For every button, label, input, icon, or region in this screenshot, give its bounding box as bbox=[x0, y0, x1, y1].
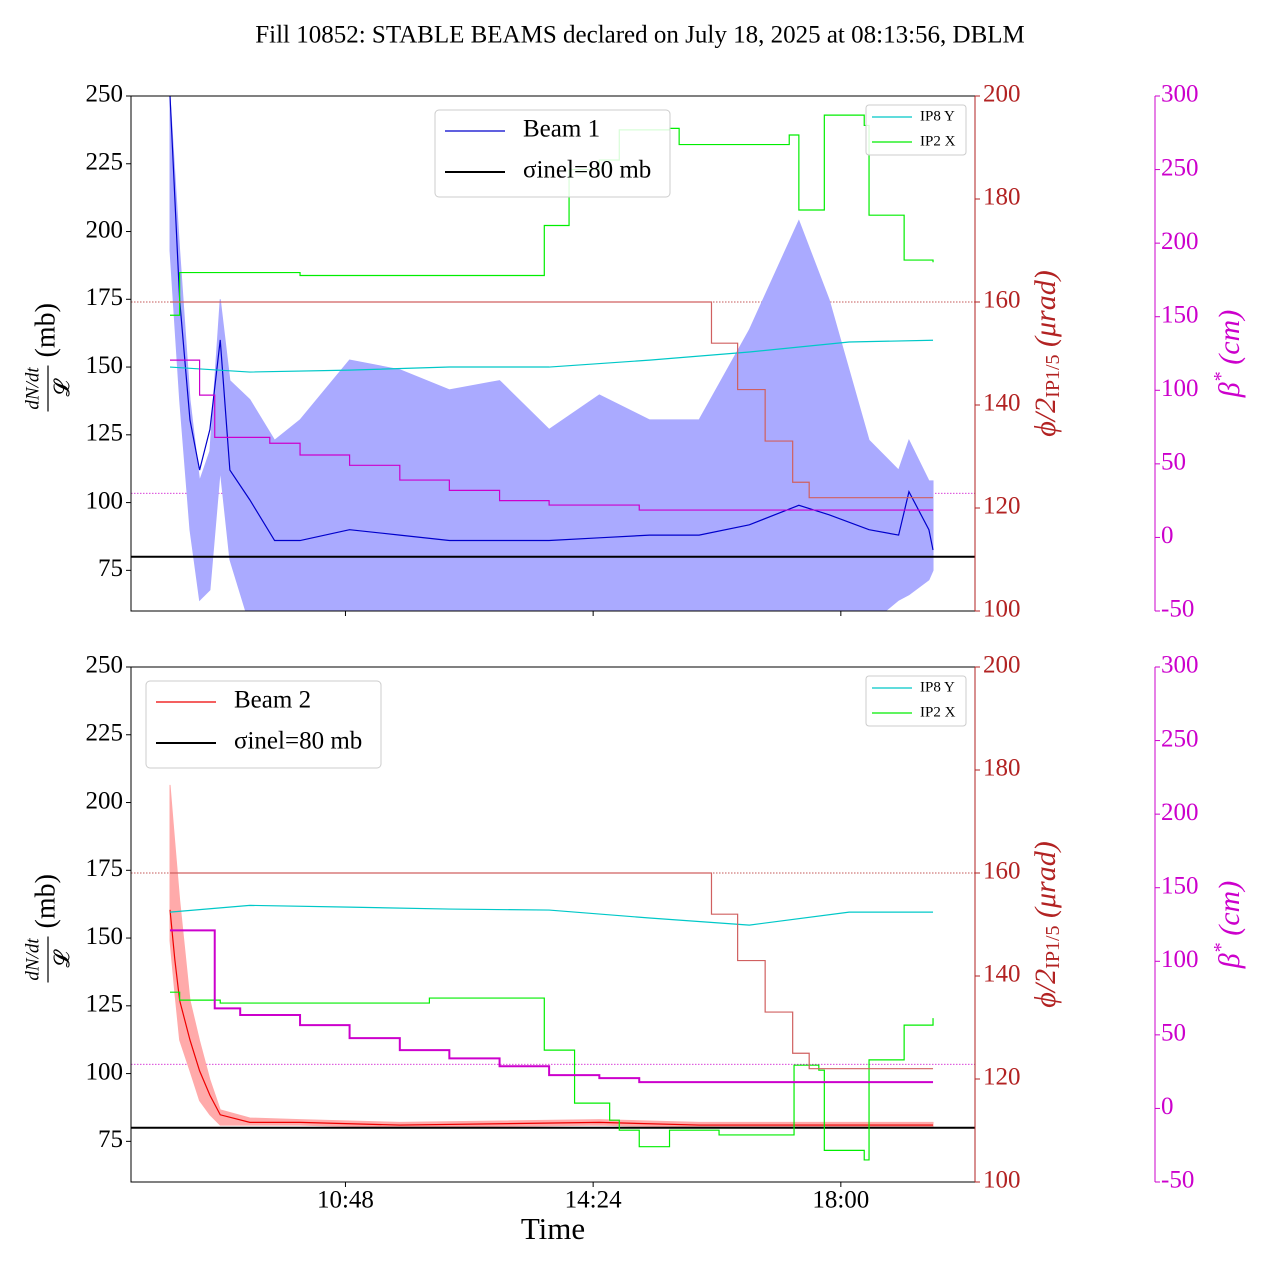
y3-tick-label: 0 bbox=[1161, 1093, 1174, 1120]
y2-tick-label: 120 bbox=[983, 1064, 1021, 1091]
y-label-denominator: 𝓛 bbox=[49, 949, 74, 968]
y2-axis-label: ϕ/2IP1/5 (μrad) bbox=[1029, 270, 1064, 436]
y2-tick-label: 140 bbox=[983, 390, 1021, 417]
y2-tick-label: 140 bbox=[983, 961, 1021, 988]
y-label-denominator: 𝓛 bbox=[49, 378, 74, 397]
y3-tick-label: 0 bbox=[1161, 522, 1174, 549]
y2-label-unit: (μrad) bbox=[1029, 270, 1062, 354]
y2-tick-label: 200 bbox=[983, 81, 1021, 108]
y-tick-label: 150 bbox=[86, 923, 124, 950]
y3-tick-label: 150 bbox=[1161, 872, 1199, 899]
y-tick-label: 200 bbox=[86, 216, 124, 243]
x-tick-label: 14:24 bbox=[565, 1187, 622, 1214]
y3-tick-label: 300 bbox=[1161, 81, 1199, 108]
legend2-label: IP8 Y bbox=[920, 108, 955, 124]
y3-tick-label: 200 bbox=[1161, 799, 1199, 826]
y-tick-label: 225 bbox=[86, 148, 124, 175]
legend-label: σinel=80 mb bbox=[234, 728, 362, 755]
y-tick-label: 100 bbox=[86, 1058, 124, 1085]
y-tick-label: 75 bbox=[98, 1126, 123, 1153]
y3-label-main: β bbox=[1213, 953, 1246, 969]
y3-tick-label: 250 bbox=[1161, 725, 1199, 752]
y-tick-label: 200 bbox=[86, 787, 124, 814]
y2-label-main: ϕ/2 bbox=[1029, 398, 1062, 437]
legend2-label: IP8 Y bbox=[920, 679, 955, 695]
y3-tick-label: 100 bbox=[1161, 375, 1199, 402]
y-tick-label: 175 bbox=[86, 284, 124, 311]
y2-tick-label: 180 bbox=[983, 755, 1021, 782]
y3-tick-label: 100 bbox=[1161, 946, 1199, 973]
band bbox=[169, 784, 934, 1129]
series-line bbox=[169, 339, 934, 373]
y2-label-sub: IP1/5 bbox=[1042, 355, 1064, 398]
y-tick-label: 125 bbox=[86, 991, 124, 1018]
series-line bbox=[170, 359, 934, 511]
y2-tick-label: 100 bbox=[983, 596, 1021, 623]
y3-tick-label: 200 bbox=[1161, 228, 1199, 255]
y2-tick-label: 100 bbox=[983, 1167, 1021, 1194]
series-line bbox=[169, 904, 934, 926]
y2-tick-label: 180 bbox=[983, 184, 1021, 211]
y-tick-label: 250 bbox=[86, 652, 124, 679]
legend-label: Beam 1 bbox=[523, 116, 600, 143]
panel: 75 100 125 150 175 200 225 250 100 120 140 160 180 20… bbox=[22, 652, 1246, 1246]
y3-label-sup: * bbox=[1210, 943, 1232, 953]
y2-label-unit: (μrad) bbox=[1029, 841, 1062, 925]
y-label-numerator: dN/dt bbox=[22, 367, 43, 410]
y3-axis-label: β* (cm) bbox=[1210, 881, 1246, 969]
panel: 75 100 125 150 175 200 225 250 100 120 140 160 180 20… bbox=[22, 81, 1246, 623]
y-tick-label: 75 bbox=[98, 555, 123, 582]
legend-label: Beam 2 bbox=[234, 687, 311, 714]
y3-axis-label: β* (cm) bbox=[1210, 310, 1246, 398]
legend2-label: IP2 X bbox=[920, 704, 956, 720]
y3-label-unit: (cm) bbox=[1213, 310, 1246, 372]
y3-label-sup: * bbox=[1210, 372, 1232, 382]
y-tick-label: 100 bbox=[86, 487, 124, 514]
y3-tick-label: -50 bbox=[1161, 1167, 1194, 1194]
y2-tick-label: 160 bbox=[983, 287, 1021, 314]
y3-label-unit: (cm) bbox=[1213, 881, 1246, 943]
y-label-unit: (mb) bbox=[30, 303, 61, 357]
plot-area bbox=[131, 784, 975, 1161]
y-tick-label: 175 bbox=[86, 855, 124, 882]
y-tick-label: 125 bbox=[86, 420, 124, 447]
x-tick-label: 18:00 bbox=[812, 1187, 869, 1214]
y2-tick-label: 120 bbox=[983, 493, 1021, 520]
band bbox=[169, 96, 934, 611]
x-tick-label: 10:48 bbox=[317, 1187, 374, 1214]
legend-box bbox=[434, 109, 671, 198]
series-line bbox=[169, 96, 934, 551]
series-line bbox=[169, 909, 934, 1126]
series-line bbox=[170, 929, 934, 1084]
y2-label-main: ϕ/2 bbox=[1029, 969, 1062, 1008]
y2-tick-label: 160 bbox=[983, 858, 1021, 885]
legend-box bbox=[145, 680, 382, 769]
y2-tick-label: 200 bbox=[983, 652, 1021, 679]
y3-tick-label: 150 bbox=[1161, 301, 1199, 328]
y-tick-label: 225 bbox=[86, 719, 124, 746]
y-label-unit: (mb) bbox=[30, 874, 61, 928]
y3-label-main: β bbox=[1213, 382, 1246, 398]
y3-tick-label: 50 bbox=[1161, 1020, 1186, 1047]
legend2-label: IP2 X bbox=[920, 133, 956, 149]
y3-tick-label: 50 bbox=[1161, 449, 1186, 476]
series-line bbox=[170, 872, 934, 1070]
y3-tick-label: -50 bbox=[1161, 596, 1194, 623]
y-axis-label: dN/dt 𝓛 (mb) bbox=[22, 874, 74, 983]
figure-title: Fill 10852: STABLE BEAMS declared on Jul… bbox=[255, 22, 1025, 49]
series-line bbox=[170, 991, 934, 1161]
y-tick-label: 250 bbox=[86, 81, 124, 108]
y3-tick-label: 250 bbox=[1161, 154, 1199, 181]
y-label-numerator: dN/dt bbox=[22, 938, 43, 981]
y-axis-label: dN/dt 𝓛 (mb) bbox=[22, 303, 74, 412]
y-tick-label: 150 bbox=[86, 352, 124, 379]
y3-tick-label: 300 bbox=[1161, 652, 1199, 679]
x-axis-label: Time bbox=[521, 1211, 585, 1246]
y2-axis-label: ϕ/2IP1/5 (μrad) bbox=[1029, 841, 1064, 1007]
series-line bbox=[170, 301, 934, 499]
y2-label-sub: IP1/5 bbox=[1042, 926, 1064, 969]
plot-area bbox=[131, 96, 975, 611]
legend-label: σinel=80 mb bbox=[523, 157, 651, 184]
